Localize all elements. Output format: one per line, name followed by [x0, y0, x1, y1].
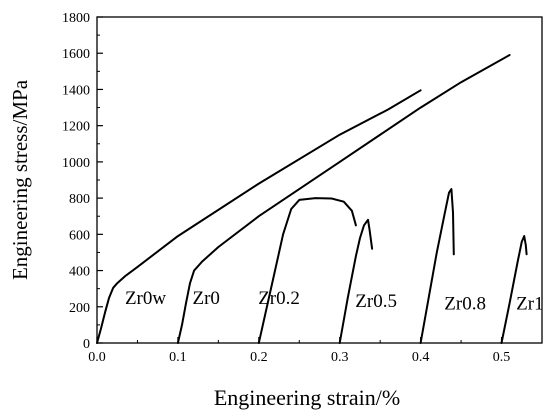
y-tick-label: 1000 — [62, 156, 90, 171]
y-tick-label: 800 — [69, 192, 90, 207]
x-tick-label: 0.4 — [412, 350, 430, 365]
x-tick-label: 0.2 — [250, 350, 268, 365]
y-tick-label: 1600 — [62, 47, 90, 62]
y-axis-label: Engineering stress/MPa — [8, 79, 32, 280]
x-tick-label: 0.1 — [169, 350, 187, 365]
x-tick-label: 0.5 — [493, 350, 511, 365]
series-line-zr0-2 — [257, 197, 357, 344]
series-label: Zr1 — [516, 293, 543, 314]
series-label: Zr0 — [193, 288, 220, 309]
y-tick-label: 400 — [69, 265, 90, 280]
series-line-zr0-5 — [338, 218, 374, 344]
series-label: Zr0w — [125, 288, 166, 309]
curves-layer — [96, 54, 528, 344]
x-tick-label: 0.3 — [331, 350, 349, 365]
x-axis-label: Engineering strain/% — [214, 385, 400, 410]
series-label: Zr0.8 — [444, 293, 486, 314]
series-line-zr0 — [176, 54, 511, 344]
ticks-layer: 0.0 0.1 0.2 0.3 0.4 0.5 0 200 400 600 800 1000 1200 1… — [62, 11, 510, 365]
series-label: Zr0.5 — [355, 291, 397, 312]
series-line-zr0-8 — [419, 188, 455, 344]
y-tick-label: 1400 — [62, 83, 90, 98]
series-label: Zr0.2 — [258, 288, 300, 309]
y-tick-label: 1200 — [62, 120, 90, 135]
y-tick-label: 600 — [69, 228, 90, 243]
series-line-zr0w — [96, 89, 422, 344]
labels-layer: Zr0w Zr0 Zr0.2 Zr0.5 Zr0.8 Zr1 — [125, 288, 544, 314]
y-tick-label: 200 — [69, 301, 90, 316]
series-line-zr1 — [500, 235, 528, 344]
y-tick-label: 0 — [83, 337, 90, 352]
x-tick-label: 0.0 — [88, 350, 106, 365]
y-tick-label: 1800 — [62, 11, 90, 26]
